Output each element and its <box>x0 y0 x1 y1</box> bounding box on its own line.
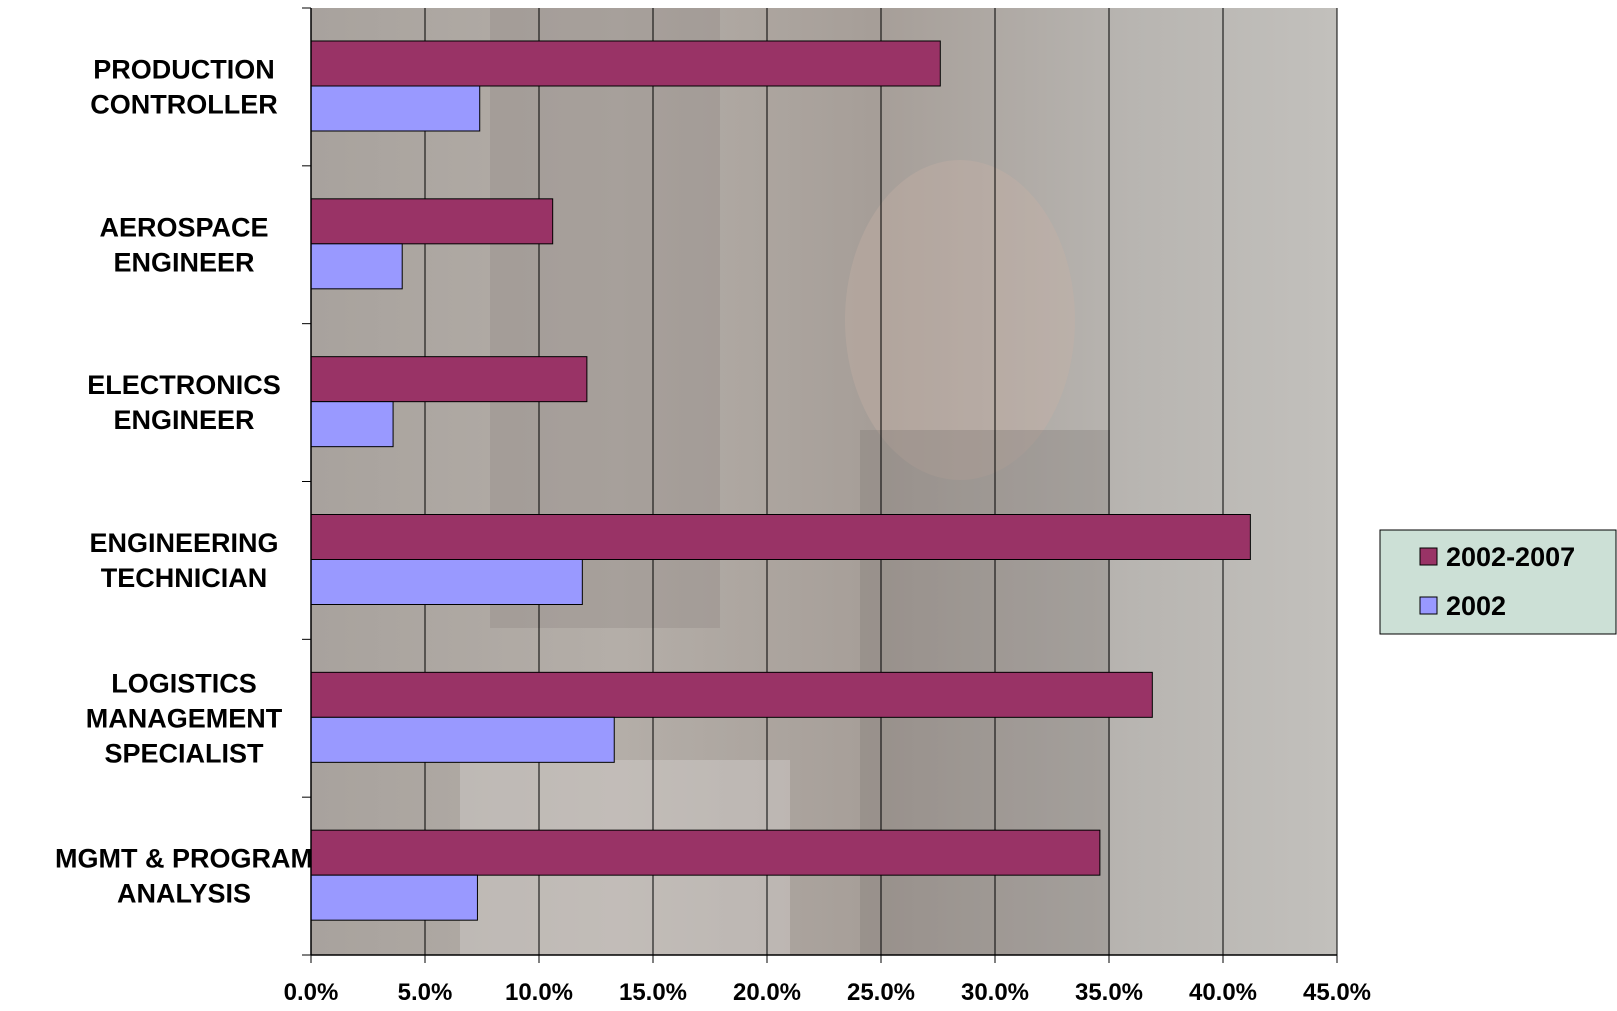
legend-label: 2002-2007 <box>1446 542 1575 572</box>
x-tick-label: 30.0% <box>961 979 1029 1006</box>
category-label: ENGINEER <box>113 405 254 435</box>
bar-series-2 <box>310 401 394 448</box>
category-label: ENGINEERING <box>89 528 278 558</box>
category-label: TECHNICIAN <box>101 563 268 593</box>
bar-series-1 <box>310 40 941 87</box>
x-tick-label: 5.0% <box>398 979 453 1006</box>
category-label: AEROSPACE <box>99 212 268 242</box>
backdrop-figure-face <box>845 160 1075 480</box>
x-tick-label: 25.0% <box>847 979 915 1006</box>
bar-series-1 <box>310 198 554 245</box>
bar-series-2 <box>310 243 403 290</box>
plot-area <box>311 8 1337 955</box>
x-tick-labels: 0.0% 5.0% 10.0% 15.0% 20.0% 25.0% 30.0% 35.0% 40… <box>284 979 1371 1006</box>
category-label: CONTROLLER <box>90 90 277 120</box>
bar-series-1 <box>310 671 1153 718</box>
bar-series-1 <box>310 514 1251 560</box>
legend: 2002-2007 2002 <box>1379 529 1617 635</box>
x-tick-label: 40.0% <box>1189 979 1257 1006</box>
category-labels: PRODUCTION CONTROLLER AEROSPACE ENGINEER ELE… <box>55 55 313 909</box>
bars <box>310 40 1251 921</box>
category-label: MANAGEMENT <box>86 703 283 733</box>
x-tick-label: 0.0% <box>284 979 339 1006</box>
plot-background <box>311 8 1337 955</box>
category-label: SPECIALIST <box>104 738 264 768</box>
bar-series-2 <box>310 559 583 605</box>
category-label: LOGISTICS <box>111 668 257 698</box>
x-tick-label: 45.0% <box>1303 979 1371 1006</box>
x-tick-label: 10.0% <box>505 979 573 1006</box>
x-tick-label: 15.0% <box>619 979 687 1006</box>
category-label: MGMT & PROGRAM <box>55 844 313 874</box>
category-label: ANALYSIS <box>117 879 251 909</box>
legend-box <box>1379 529 1617 635</box>
bar-series-2 <box>310 716 615 763</box>
bar-series-1 <box>310 829 1101 876</box>
legend-swatch <box>1419 547 1438 566</box>
bar-series-2 <box>310 85 481 132</box>
category-label: PRODUCTION <box>93 55 275 85</box>
bar-series-2 <box>310 874 478 921</box>
legend-label: 2002 <box>1446 591 1506 621</box>
x-tick-label: 20.0% <box>733 979 801 1006</box>
category-label: ENGINEER <box>113 247 254 277</box>
legend-swatch <box>1419 596 1438 615</box>
category-label: ELECTRONICS <box>87 370 281 400</box>
x-tick-label: 35.0% <box>1075 979 1143 1006</box>
axes <box>302 7 1338 963</box>
bar-series-1 <box>310 356 588 403</box>
